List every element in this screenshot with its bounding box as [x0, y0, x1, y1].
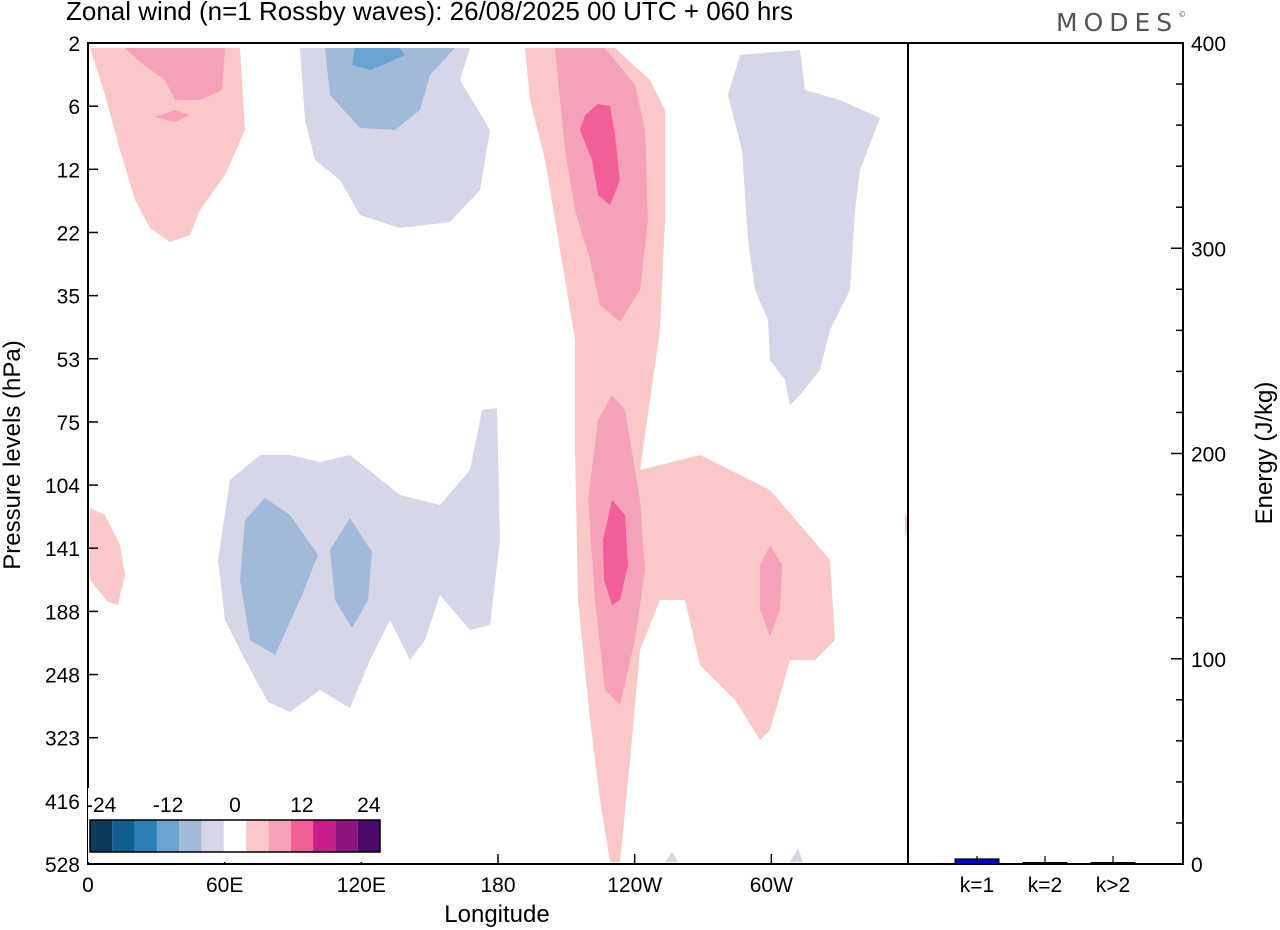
x-tick-label: 0 [82, 874, 94, 897]
x-axis-title: Longitude [444, 901, 549, 928]
contour-neg-speck-2 [790, 848, 803, 862]
energy-tick-label: 0 [1191, 854, 1203, 877]
y-tick-label: 53 [57, 349, 80, 372]
colorbar-swatch [335, 820, 358, 852]
contour-pos-weak-left-edge [90, 508, 125, 605]
colorbar-swatch [201, 820, 224, 852]
colorbar-label: -12 [153, 794, 183, 817]
contour-neg-speck-1 [665, 852, 678, 862]
y-tick-label: 104 [45, 475, 80, 498]
contour-neg-strong-upper [352, 48, 405, 70]
y-tick-label: 22 [57, 222, 80, 245]
contour-pos-mid-upper-left-2 [155, 110, 190, 122]
y-tick-label: 35 [57, 286, 80, 309]
colorbar-label: 0 [229, 794, 241, 817]
y-tick-label: 75 [57, 412, 80, 435]
y-tick-label: 6 [68, 96, 80, 119]
colorbar-swatch [290, 820, 314, 852]
colorbar: -24 -12 0 12 24 [86, 788, 386, 862]
contour-pos-strong-jet [580, 104, 620, 205]
x-tick-label: 180 [480, 874, 515, 897]
y-tick-label: 416 [45, 791, 80, 814]
energy-panel-frame [908, 42, 1184, 865]
copyright-mark: © [1178, 10, 1187, 19]
colorbar-labels: -24 -12 0 12 24 [86, 794, 381, 817]
contour-neg-weak-right [728, 50, 880, 405]
y-tick-label: 141 [45, 538, 80, 561]
contour-pos-mid-60w [760, 545, 782, 636]
energy-tick-label: 300 [1191, 238, 1226, 261]
brand-text: MODES [1056, 8, 1179, 37]
y-tick-label: 323 [45, 728, 80, 751]
contour-neg-mid-lower-1 [240, 498, 318, 655]
colorbar-swatch [156, 820, 180, 852]
colorbar-swatch [223, 820, 247, 852]
y-tick-label: 12 [57, 159, 80, 182]
chart-title: Zonal wind (n=1 Rossby waves): 26/08/202… [66, 0, 793, 26]
energy-axis-title: Energy (J/kg) [1251, 382, 1278, 525]
colorbar-swatch [357, 820, 380, 852]
y-tick-label: 528 [45, 854, 80, 877]
colorbar-swatches [89, 819, 381, 853]
colorbar-outline [89, 819, 381, 853]
colorbar-swatch [313, 820, 336, 852]
y-tick-label: 188 [45, 601, 80, 624]
energy-category-label: k=1 [960, 874, 994, 897]
colorbar-label: 12 [290, 794, 313, 817]
y-axis-title: Pressure levels (hPa) [0, 340, 26, 569]
colorbar-swatch [246, 820, 269, 852]
x-axis: 0 60E 120E 180 120W 60W [82, 854, 793, 897]
brand-logo: MODES© [1056, 8, 1186, 37]
contour-pos-mid-upper-left [125, 48, 225, 100]
contour-neg-mid-upper [325, 48, 455, 130]
y-tick-label: 2 [68, 33, 80, 56]
x-tick-label: 120W [607, 874, 662, 897]
colorbar-swatch [90, 820, 113, 852]
colorbar-swatch [179, 820, 202, 852]
energy-tick-label: 100 [1191, 649, 1226, 672]
contour-neg-mid-lower-2 [330, 518, 372, 628]
colorbar-swatch [134, 820, 157, 852]
contour-pos-strong-lower-jet [603, 500, 628, 605]
y-axis: 2 6 12 22 35 53 75 104 141 188 248 323 416 528 [45, 33, 98, 877]
x-tick-label: 60W [750, 874, 793, 897]
colorbar-label: 24 [357, 794, 381, 817]
wind-field [90, 48, 909, 862]
colorbar-label: -24 [86, 794, 117, 817]
energy-category-label: k>2 [1096, 874, 1130, 897]
colorbar-swatch [268, 820, 291, 852]
x-tick-label: 120E [337, 874, 386, 897]
energy-category-label: k=2 [1028, 874, 1062, 897]
energy-bars: k=1 k=2 k>2 [954, 856, 1136, 897]
y-tick-label: 248 [45, 665, 80, 688]
energy-tick-label: 400 [1191, 33, 1226, 56]
energy-axis: 0 100 200 300 400 [1171, 33, 1226, 877]
x-tick-label: 60E [206, 874, 243, 897]
colorbar-swatch [112, 820, 135, 852]
energy-tick-label: 200 [1191, 444, 1226, 467]
